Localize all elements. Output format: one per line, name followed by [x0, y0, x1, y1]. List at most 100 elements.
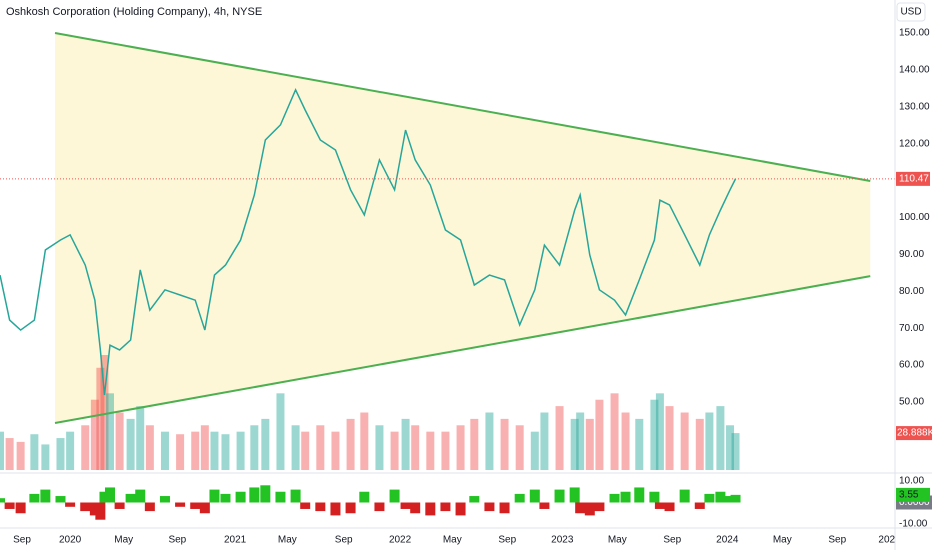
oscillator-bar	[704, 493, 715, 503]
volume-bar	[576, 412, 585, 470]
oscillator-bar	[125, 493, 136, 503]
oscillator-bar	[725, 496, 736, 503]
y-tick-label: 120.00	[899, 138, 930, 149]
y-tick-label: 60.00	[899, 360, 924, 371]
volume-bar	[540, 412, 549, 470]
pattern-fill	[54, 33, 871, 424]
volume-bar	[650, 399, 659, 470]
y-tick-label: 10.00	[899, 476, 924, 487]
y-tick-label: -10.00	[899, 519, 928, 530]
oscillator-bar	[499, 502, 510, 514]
volume-bar	[261, 418, 270, 470]
last-price-bg	[896, 171, 930, 186]
volume-bar	[726, 425, 735, 470]
volume-bar	[695, 418, 704, 470]
last-volume-bg	[896, 426, 932, 441]
volume-bar	[500, 418, 509, 470]
oscillator-bar	[634, 487, 645, 503]
oscillator-bar	[484, 502, 495, 512]
x-tick-label: 2020	[59, 535, 82, 546]
volume-bar	[81, 425, 90, 470]
volume-bar	[160, 431, 169, 470]
oscillator-bar	[114, 502, 125, 509]
oscillator-bar	[455, 502, 466, 516]
last-osc-bg	[896, 487, 930, 502]
chart-title: Oshkosh Corporation (Holding Company), 4…	[6, 6, 262, 18]
trendline	[54, 275, 871, 425]
volume-bar	[665, 406, 674, 470]
oscillator-bar	[235, 491, 246, 503]
volume-bar	[331, 431, 340, 470]
volume-bar	[126, 418, 135, 470]
volume-bar	[90, 399, 99, 470]
volume-bar	[200, 425, 209, 470]
oscillator-bar	[290, 489, 301, 503]
oscillator-bar	[514, 493, 525, 503]
volume-bar	[316, 425, 325, 470]
volume-bar	[621, 412, 630, 470]
volume-bar	[105, 393, 114, 470]
x-tick-label: 202	[878, 535, 895, 546]
volume-bar	[56, 438, 65, 470]
oscillator-bar	[664, 502, 675, 512]
oscillator-bar	[389, 489, 400, 503]
volume-bar	[705, 412, 714, 470]
price-line	[0, 88, 737, 396]
oscillator-bar	[209, 489, 220, 503]
x-tick-label: 2021	[224, 535, 247, 546]
volume-bar	[595, 399, 604, 470]
volume-bar	[375, 425, 384, 470]
volume-bar	[530, 431, 539, 470]
volume-bar	[456, 425, 465, 470]
oscillator-bar	[345, 502, 356, 514]
volume-bar	[41, 444, 50, 470]
oscillator-bar	[275, 491, 286, 503]
oscillator-bar	[609, 493, 620, 503]
volume-bar	[301, 431, 310, 470]
y-tick-label: 150.00	[899, 28, 930, 39]
oscillator-bar	[359, 491, 370, 503]
volume-bar	[346, 418, 355, 470]
volume-bar	[210, 431, 219, 470]
volume-bar	[16, 441, 25, 470]
last-volume: 28.888K	[897, 428, 932, 439]
oscillator-bar	[654, 502, 665, 509]
volume-bar	[5, 438, 14, 470]
oscillator-bar	[649, 491, 660, 503]
oscillator-bar	[15, 502, 26, 514]
volume-bar	[100, 355, 109, 470]
y-tick-label: 70.00	[899, 323, 924, 334]
currency-button[interactable]	[896, 2, 926, 22]
volume-bar	[635, 418, 644, 470]
y-tick-label: 130.00	[899, 101, 930, 112]
oscillator-bar	[190, 502, 201, 509]
plot-area: Sep 2020 May Sep 2021 May Sep 2022 May Sep 2023 May…	[0, 32, 895, 546]
oscillator-bar	[584, 502, 595, 516]
oscillator-bar	[65, 502, 76, 507]
x-tick-label: May	[608, 535, 627, 546]
x-tick-label: Sep	[168, 535, 186, 546]
volume-bar	[716, 406, 725, 470]
volume-bar	[515, 425, 524, 470]
volume-bar	[96, 367, 105, 470]
volume-bar	[66, 431, 75, 470]
x-tick-label: 2023	[551, 535, 574, 546]
volume-bar	[585, 418, 594, 470]
volume-bar	[145, 425, 154, 470]
oscillator-bar	[620, 491, 631, 503]
volume-bar	[291, 425, 300, 470]
oscillator-bar	[55, 496, 66, 503]
volume-bar	[191, 431, 200, 470]
oscillator-bar	[249, 487, 260, 503]
x-tick-label: May	[278, 535, 297, 546]
oscillator-bar	[175, 502, 186, 507]
volume-bar	[30, 434, 39, 470]
oscillator-bar	[594, 502, 605, 512]
last-osc: 3.55	[899, 490, 919, 501]
oscillator-bar	[315, 502, 326, 512]
volume-bar	[655, 393, 664, 470]
oscillator-bar	[199, 502, 210, 514]
oscillator-bar	[425, 502, 436, 516]
trendline	[54, 32, 871, 182]
